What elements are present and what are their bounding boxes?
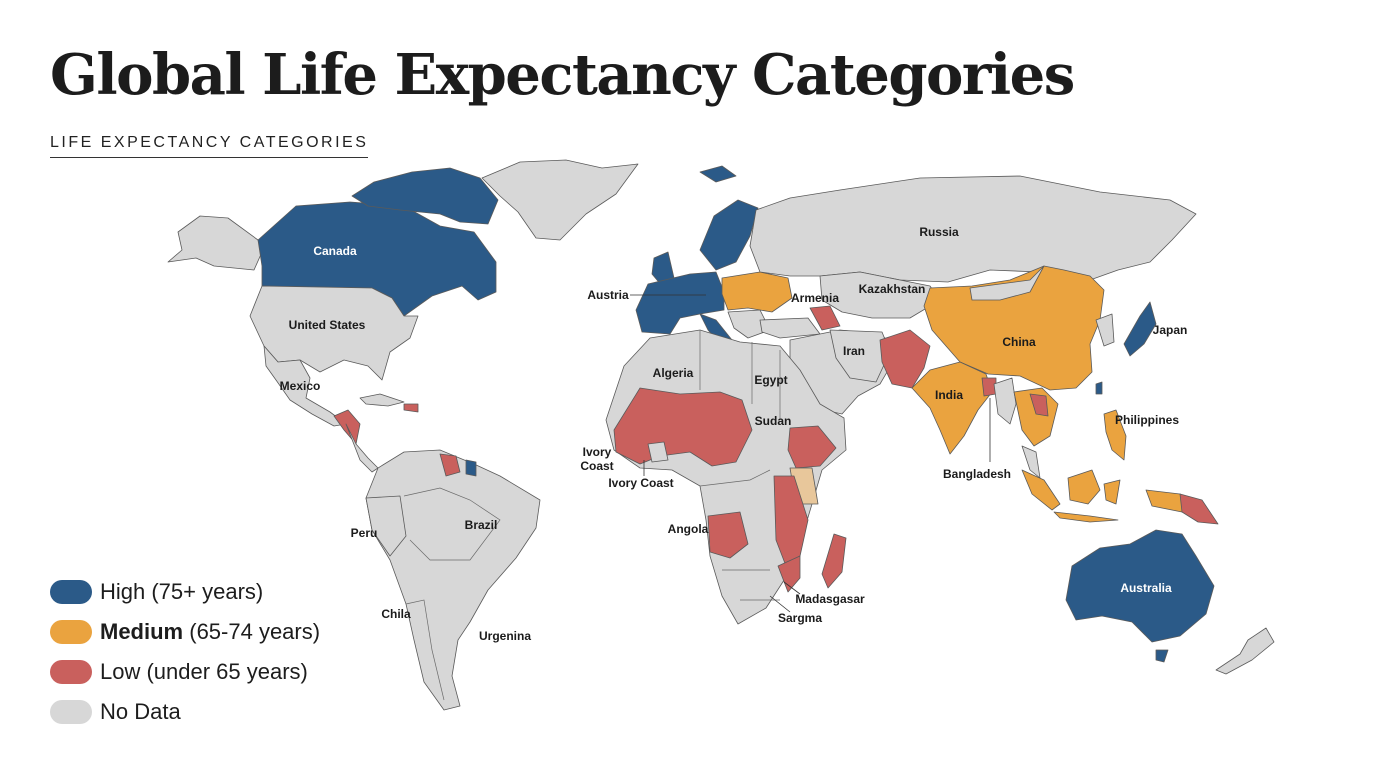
label-angola: Angola (668, 522, 709, 536)
label-kazakhstan: Kazakhstan (859, 282, 926, 296)
scandinavia (699, 199, 759, 271)
haiti (403, 403, 419, 413)
label-ivory-coast: Ivory Coast (608, 476, 673, 490)
new-zealand (1215, 627, 1275, 675)
png-low (1179, 493, 1219, 525)
turkey (759, 317, 821, 339)
ethiopia-low (787, 425, 837, 469)
legend-label-low: Low (under 65 years) (100, 659, 308, 684)
eastern-europe (721, 271, 793, 313)
legend: High (75+ years) Medium (65-74 years) Lo… (50, 572, 320, 732)
label-egypt: Egypt (754, 373, 787, 387)
angola (707, 511, 749, 559)
india (911, 361, 993, 455)
peru (365, 495, 407, 557)
label-ivory-line2: Coast (580, 459, 613, 473)
guiana-high (465, 459, 477, 477)
laos-low (1029, 393, 1049, 417)
legend-swatch-high (50, 580, 92, 604)
label-india: India (935, 388, 963, 402)
label-mexico: Mexico (280, 379, 321, 393)
label-united-states: United States (289, 318, 366, 332)
legend-label-medium: Medium (65-74 years) (100, 619, 321, 644)
iceland (699, 165, 737, 183)
tasmania (1155, 649, 1169, 663)
leader-sargma (769, 595, 791, 613)
sa-border-brazil (403, 487, 501, 561)
label-chila: Chila (381, 607, 411, 621)
label-canada: Canada (313, 244, 357, 258)
russia (749, 175, 1197, 283)
legend-label-high: High (75+ years) (100, 579, 264, 604)
af-border-1 (699, 330, 781, 487)
legend-item-nodata: No Data (50, 692, 320, 732)
south-america (365, 449, 541, 711)
legend-swatch-medium (50, 620, 92, 644)
ivory-coast (647, 441, 669, 463)
label-madasgasar: Madasgasar (795, 592, 865, 606)
balkans (727, 309, 771, 339)
java (1053, 511, 1119, 523)
legend-swatch-nodata (50, 700, 92, 724)
korea (1095, 313, 1115, 347)
legend-item-low: Low (under 65 years) (50, 652, 320, 692)
label-brazil: Brazil (465, 518, 498, 532)
label-japan: Japan (1153, 323, 1188, 337)
label-russia: Russia (919, 225, 959, 239)
label-philippines: Philippines (1115, 413, 1179, 427)
australia (1065, 529, 1215, 643)
iran (829, 329, 891, 383)
legend-item-medium: Medium (65-74 years) (50, 612, 320, 652)
sa-border-chile (405, 599, 445, 701)
label-peru: Peru (351, 526, 378, 540)
label-armenia: Armenia (791, 291, 839, 305)
caucasus-low (809, 305, 841, 331)
label-urgenina: Urgenina (479, 629, 531, 643)
alaska (167, 215, 263, 271)
mongolia (969, 265, 1045, 301)
leader-madasgasar (783, 581, 801, 595)
label-algeria: Algeria (653, 366, 694, 380)
canada-islands (351, 167, 499, 225)
borneo (1067, 469, 1101, 505)
legend-item-high: High (75+ years) (50, 572, 320, 612)
label-china: China (1002, 335, 1036, 349)
mozambique-low (777, 555, 801, 593)
venezuela-low (439, 453, 461, 477)
label-austria: Austria (587, 288, 629, 302)
page-title: Global Life Expectancy Categories (50, 42, 1075, 108)
sulawesi (1103, 479, 1121, 505)
legend-label-nodata: No Data (100, 699, 181, 724)
label-sudan: Sudan (755, 414, 792, 428)
china (923, 265, 1105, 391)
legend-swatch-low (50, 660, 92, 684)
japan (1123, 301, 1157, 357)
myanmar (993, 377, 1017, 425)
taiwan (1095, 381, 1103, 395)
bangladesh (981, 377, 997, 397)
af-border-2 (722, 569, 780, 601)
map-subtitle: LIFE EXPECTANCY CATEGORIES (50, 134, 369, 158)
greenland (481, 159, 639, 241)
sumatra (1021, 469, 1061, 511)
madagascar (821, 533, 847, 589)
label-iran: Iran (843, 344, 865, 358)
label-ivory-line1: Ivory (583, 445, 612, 459)
cuba (359, 393, 405, 407)
pakistan-afghanistan (879, 329, 931, 389)
label-australia: Australia (1120, 581, 1172, 595)
label-sargma: Sargma (778, 611, 822, 625)
philippines (1103, 409, 1127, 461)
label-bangladesh: Bangladesh (943, 467, 1011, 481)
